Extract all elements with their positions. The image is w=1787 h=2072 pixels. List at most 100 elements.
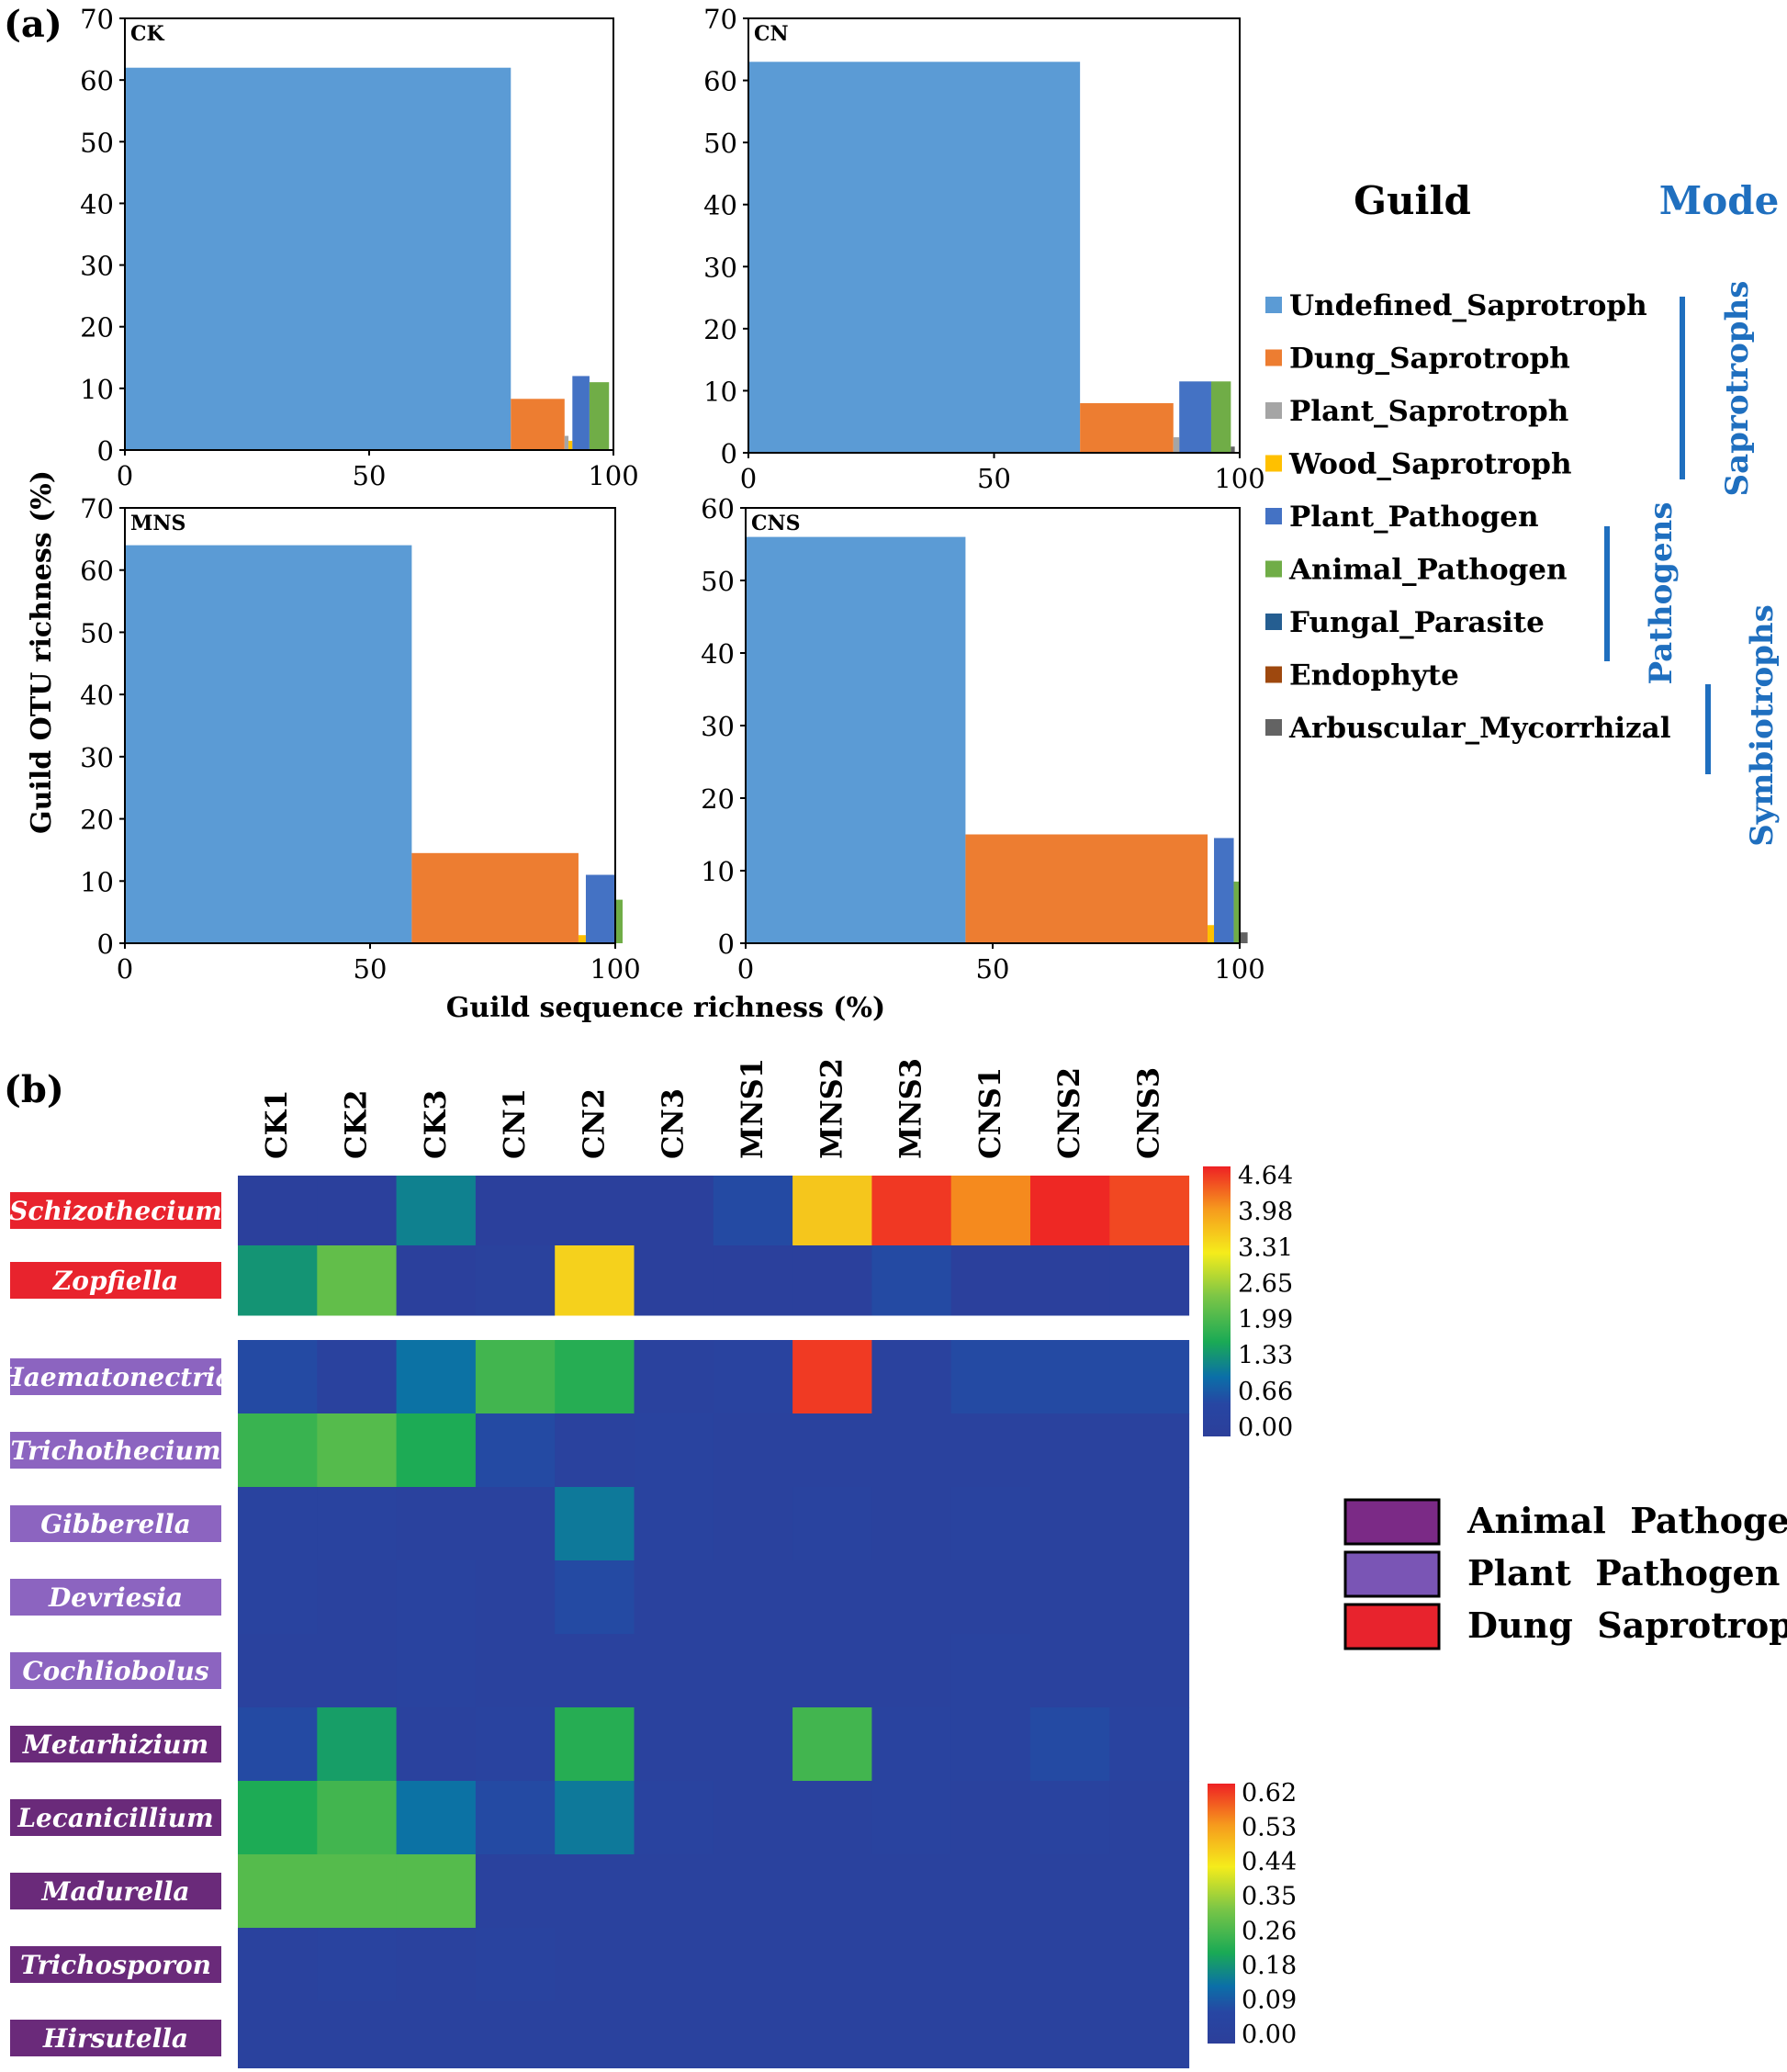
heatmap-cell-trichothecium-ck3 [396, 1413, 477, 1488]
mode-pathogens-label: Pathogens [1643, 501, 1680, 684]
heatmap-cell-madurella-ck3 [396, 1854, 477, 1929]
chart-mns: 0 10 20 30 40 50 60 70 0 50 100 MNS [80, 493, 641, 985]
guild-type-label-1: Plant Pathogen [1467, 1552, 1780, 1593]
heatmap-cell-metarhizium-ck3 [396, 1707, 477, 1782]
heatmap-cell-schizothecium-mns3 [871, 1176, 952, 1246]
heatmap-cell-trichosporon-mns3 [871, 1928, 952, 2002]
heatmap-cell-trichothecium-mns2 [792, 1413, 872, 1488]
heatmap-cell-devriesia-ck2 [317, 1560, 398, 1635]
heatmap-cell-trichosporon-cns3 [1109, 1928, 1190, 2002]
heatmap-cell-trichothecium-ck2 [317, 1413, 398, 1488]
bar-ck-wood-saprotroph [568, 440, 573, 450]
bar-mns-wood-saprotroph [578, 935, 586, 943]
heatmap-cell-trichosporon-cn3 [634, 1928, 714, 2002]
colorbar-bottom: 0.62 0.53 0.44 0.35 0.26 0.18 0.09 0.00 [1208, 1779, 1297, 2049]
cbar-top-tick-label: 0.00 [1238, 1413, 1293, 1442]
heatmap-cell-devriesia-ck3 [396, 1560, 477, 1635]
row-label-box-lecanicillium [8, 1797, 223, 1838]
colorbar-top: 4.64 3.98 3.31 2.65 1.99 1.33 0.66 0.00 [1203, 1162, 1293, 1442]
heatmap-cell-zopfiella-cn1 [475, 1245, 556, 1316]
column-label-cn3: CN3 [656, 1088, 691, 1159]
column-label-cns3: CNS3 [1130, 1067, 1165, 1159]
heatmap-cell-trichothecium-ck1 [238, 1413, 318, 1488]
heatmap-cell-zopfiella-mns1 [713, 1245, 793, 1316]
cbar-bottom-tick-label: 0.62 [1242, 1779, 1297, 1807]
heatmap-cell-zopfiella-cns2 [1030, 1245, 1110, 1316]
legend-swatch-dung-saprotroph [1265, 349, 1282, 366]
heatmap-cell-cochliobolus-mns3 [871, 1634, 952, 1708]
heatmap-cell-zopfiella-mns2 [792, 1245, 872, 1316]
cbar-bottom-tick-label: 0.26 [1242, 1917, 1297, 1945]
heatmap-cell-schizothecium-mns2 [792, 1176, 872, 1246]
heatmap-cell-madurella-cns1 [950, 1854, 1031, 1929]
y-tick-label-ck: 0 [97, 435, 114, 467]
legend-label-dung-saprotroph: Dung_Saprotroph [1289, 343, 1570, 376]
colorbar-bottom-gradient [1208, 1784, 1235, 2044]
guild-legend: Undefined_Saprotroph Dung_Saprotroph Plant… [1265, 289, 1671, 745]
x-tick-label-mns: 0 [117, 953, 133, 985]
guild-type-label-2: Dung Saprotroph [1467, 1605, 1787, 1646]
heatmap-cell-hirsutella-ck3 [396, 2001, 477, 2072]
heatmap-cell-hirsutella-ck1 [238, 2001, 318, 2072]
column-label-cns1: CNS1 [972, 1067, 1007, 1159]
heatmap-cell-zopfiella-cn3 [634, 1245, 714, 1316]
heatmap-cell-metarhizium-cn2 [555, 1707, 635, 1782]
x-tick-label-ck: 50 [353, 460, 387, 491]
y-tick-label-ck: 60 [80, 65, 114, 96]
bar-ck-plant-saprotroph [564, 435, 569, 450]
y-tick-label-cn: 30 [703, 252, 737, 283]
bar-cn-undefined-saprotroph [748, 62, 1081, 454]
row-label-box-trichosporon [8, 1944, 223, 1985]
heatmap-cell-schizothecium-cns3 [1109, 1176, 1190, 1246]
y-tick-label-cn: 70 [703, 4, 737, 35]
heatmap-cell-gibberella-cn1 [475, 1487, 556, 1561]
row-label-trichosporon: Trichosporon [20, 1950, 211, 1980]
heatmap-cell-haematonectria-mns1 [713, 1340, 793, 1414]
heatmap-cell-madurella-cns3 [1109, 1854, 1190, 1929]
y-tick-label-ck: 10 [80, 374, 114, 405]
heatmap-cell-zopfiella-mns3 [871, 1245, 952, 1316]
heatmap-cell-metarhizium-cns2 [1030, 1707, 1110, 1782]
heatmap-cell-gibberella-cns1 [950, 1487, 1031, 1561]
heatmap-cell-metarhizium-cns3 [1109, 1707, 1190, 1782]
y-axis-title: Guild OTU richness (%) [26, 470, 58, 834]
legend-label-plant-pathogen: Plant_Pathogen [1289, 501, 1539, 534]
heatmap-cell-lecanicillium-mns2 [792, 1781, 872, 1855]
row-label-cochliobolus: Cochliobolus [22, 1656, 209, 1686]
y-tick-label-cn: 60 [703, 66, 737, 97]
heatmap-cell-lecanicillium-cns2 [1030, 1781, 1110, 1855]
row-label-box-zopfiella [8, 1260, 223, 1301]
y-tick-label-mns: 70 [80, 493, 114, 524]
heatmap-cell-metarhizium-cns1 [950, 1707, 1031, 1782]
heatmap-cell-hirsutella-cns3 [1109, 2001, 1190, 2072]
x-tick-label-cns: 100 [1214, 953, 1264, 985]
heatmap-cell-devriesia-cn3 [634, 1560, 714, 1635]
y-tick-label-cns: 30 [701, 711, 735, 742]
x-tick-label-mns: 100 [590, 953, 640, 985]
heatmap-cell-metarhizium-ck2 [317, 1707, 398, 1782]
legend-swatch-animal-pathogen [1265, 560, 1282, 578]
row-label-box-cochliobolus [8, 1650, 223, 1691]
chart-title-cns: CNS [751, 512, 801, 535]
legend-swatch-wood-saprotroph [1265, 455, 1282, 472]
y-tick-label-cns: 40 [701, 638, 735, 670]
row-label-metarhizium: Metarhizium [22, 1729, 208, 1760]
y-tick-label-ck: 50 [80, 127, 114, 158]
heatmap-cell-hirsutella-cn1 [475, 2001, 556, 2072]
heatmap-cell-lecanicillium-ck2 [317, 1781, 398, 1855]
heatmap-cell-haematonectria-ck1 [238, 1340, 318, 1414]
heatmap-cell-hirsutella-ck2 [317, 2001, 398, 2072]
heatmap-cell-cochliobolus-mns1 [713, 1634, 793, 1708]
y-tick-label-mns: 60 [80, 556, 114, 587]
heatmap-cell-lecanicillium-mns3 [871, 1781, 952, 1855]
y-tick-label-cn: 50 [703, 128, 737, 159]
y-tick-label-cns: 60 [701, 493, 735, 524]
cbar-top-tick-label: 1.99 [1238, 1306, 1293, 1334]
row-label-box-schizothecium [8, 1190, 223, 1231]
cbar-bottom-tick-label: 0.53 [1242, 1814, 1297, 1842]
heatmap-cell-madurella-mns2 [792, 1854, 872, 1929]
heatmap-cell-gibberella-mns1 [713, 1487, 793, 1561]
heatmap-cell-cochliobolus-ck2 [317, 1634, 398, 1708]
heatmap-cell-trichothecium-cns2 [1030, 1413, 1110, 1488]
